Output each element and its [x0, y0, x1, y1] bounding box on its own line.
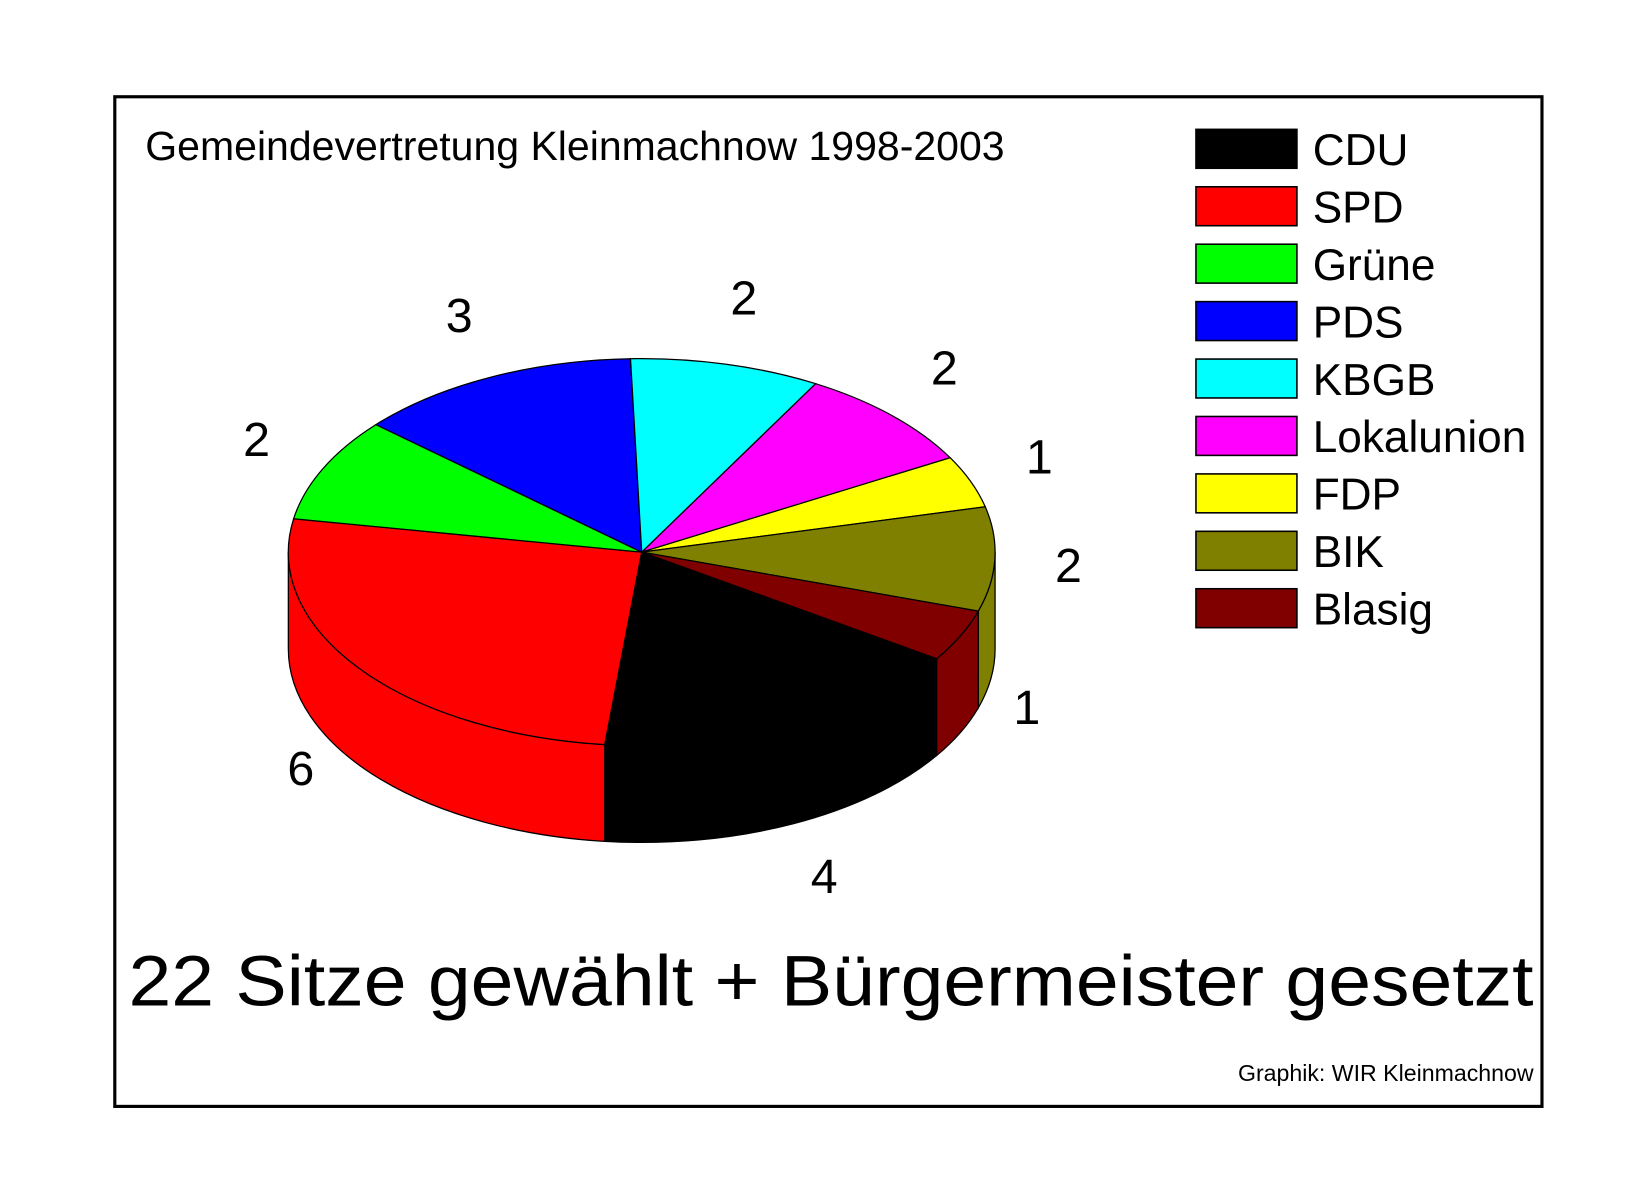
source-note: Graphik: WIR Kleinmachnow — [1238, 1060, 1534, 1086]
legend-swatch — [1195, 358, 1298, 399]
data-label: 4 — [811, 850, 838, 904]
data-label: 1 — [1026, 430, 1053, 484]
legend-swatch — [1195, 300, 1298, 342]
pie-slice — [641, 506, 996, 612]
data-label: 3 — [446, 289, 473, 343]
legend-swatch — [1195, 243, 1298, 284]
legend-label: Lokalunion — [1313, 413, 1527, 462]
legend-label: PDS — [1313, 298, 1404, 347]
chart-title: Gemeindevertretung Kleinmachnow 1998-200… — [145, 123, 1004, 169]
legend-swatch — [1195, 185, 1298, 227]
legend-swatch — [1195, 473, 1298, 514]
data-label: 2 — [1055, 539, 1082, 593]
legend-label: SPD — [1313, 184, 1404, 233]
frame — [113, 95, 1544, 1108]
data-label: 6 — [287, 742, 314, 796]
legend-swatch — [1195, 415, 1298, 457]
legend-label: Blasig — [1313, 586, 1433, 635]
legend-label: CDU — [1313, 126, 1409, 175]
legend-label: Grüne — [1313, 241, 1436, 290]
subtitle: 22 Sitze gewählt + Bürgermeister gesetzt — [128, 941, 1533, 1021]
legend-label: BIK — [1313, 528, 1384, 577]
data-label: 1 — [1013, 681, 1040, 735]
pie-slice — [374, 358, 643, 554]
data-label: 2 — [931, 341, 958, 395]
pie-slice — [292, 423, 642, 553]
legend-swatch — [1195, 587, 1298, 629]
legend-label: FDP — [1313, 471, 1401, 520]
legend-swatch — [1195, 530, 1298, 572]
data-label: 2 — [730, 272, 757, 326]
legend-label: KBGB — [1313, 356, 1436, 405]
data-label: 2 — [243, 413, 270, 467]
pie-slice — [629, 358, 817, 554]
pie-slice — [641, 382, 952, 553]
pie-slice — [641, 551, 980, 660]
pie-slice — [603, 551, 938, 747]
legend-swatch — [1195, 128, 1298, 170]
pie-slice — [287, 518, 643, 746]
